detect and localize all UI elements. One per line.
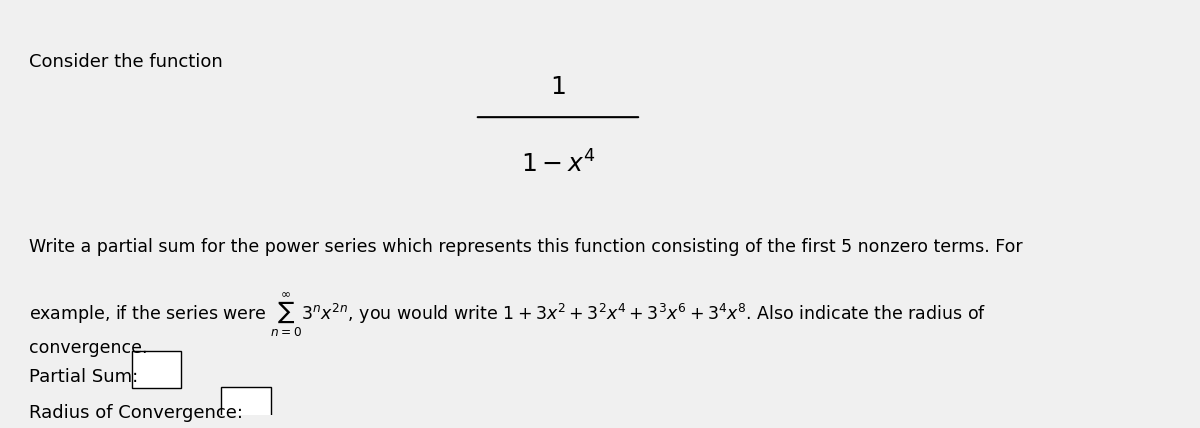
- FancyBboxPatch shape: [132, 351, 181, 388]
- Text: example, if the series were $\sum_{n=0}^{\infty} 3^n x^{2n}$, you would write $1: example, if the series were $\sum_{n=0}^…: [29, 290, 985, 339]
- Text: Consider the function: Consider the function: [29, 54, 222, 71]
- Text: $1$: $1$: [550, 74, 565, 99]
- Text: $1 - x^4$: $1 - x^4$: [521, 150, 595, 177]
- Text: Write a partial sum for the power series which represents this function consisti: Write a partial sum for the power series…: [29, 238, 1022, 256]
- Text: convergence.: convergence.: [29, 339, 148, 357]
- Text: Radius of Convergence:: Radius of Convergence:: [29, 404, 242, 422]
- Text: Partial Sum:: Partial Sum:: [29, 368, 138, 386]
- FancyBboxPatch shape: [221, 387, 271, 424]
